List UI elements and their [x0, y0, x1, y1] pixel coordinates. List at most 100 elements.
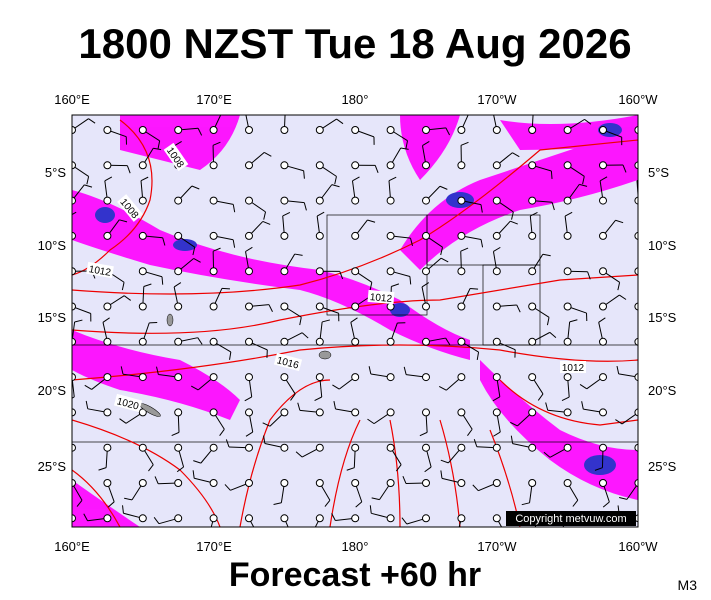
barb-station [634, 267, 638, 276]
barb-feather [154, 476, 159, 484]
barb-feather [120, 366, 124, 375]
barb-feather [492, 396, 501, 402]
barb-station [492, 161, 501, 170]
barb-station [351, 443, 360, 452]
barb-station [103, 479, 112, 487]
barb-station [563, 337, 572, 346]
barb-feather [197, 128, 203, 136]
bottom-lon-label: 170°W [477, 539, 517, 554]
barb-station [72, 126, 76, 134]
barb-station [563, 267, 572, 276]
barb-station [386, 161, 395, 170]
barb-feather [295, 451, 303, 458]
barb-station [280, 408, 289, 417]
barb-station [634, 231, 638, 240]
barb-feather [472, 484, 479, 492]
barb-station [138, 231, 147, 240]
barb-station [138, 443, 147, 452]
barb-station [174, 443, 183, 452]
barb-feather [297, 402, 301, 411]
barb-feather [400, 147, 409, 150]
left-lat-label: 15°S [38, 310, 67, 325]
barb-station [457, 337, 466, 346]
barb-feather [371, 497, 380, 501]
barb-feather [193, 460, 202, 464]
model-label: M3 [678, 577, 698, 593]
barb-feather [153, 147, 162, 151]
barb-feather [262, 220, 271, 225]
barb-feather [409, 276, 412, 285]
barb-station [386, 408, 395, 417]
barb-feather [123, 295, 131, 301]
barb-station [174, 231, 183, 240]
barb-station [209, 373, 218, 382]
barb-feather [232, 204, 236, 213]
barb-station [492, 126, 501, 134]
barb-station [103, 514, 112, 523]
barb-station [209, 161, 218, 170]
isobar-label-box [113, 393, 143, 413]
barb-station [351, 337, 360, 346]
barb-station [245, 408, 253, 417]
barb-feather [192, 247, 196, 256]
barb-station [422, 161, 430, 170]
barb-station [634, 443, 638, 452]
barb-feather [314, 396, 322, 402]
barb-feather [424, 466, 432, 473]
isobar-label-box [86, 261, 114, 279]
barb-station [174, 479, 183, 487]
barb-station [209, 408, 218, 417]
barb-station [563, 373, 572, 382]
barb-station [138, 479, 147, 487]
barb-feather [197, 337, 203, 345]
barb-station [209, 514, 218, 523]
barb-feather [191, 185, 200, 190]
barb-feather [405, 140, 408, 149]
barb-station [563, 161, 572, 170]
barb-station [351, 126, 360, 134]
barb-station [599, 161, 607, 170]
barb-station [315, 161, 324, 170]
barb-station [386, 337, 395, 346]
barb-station [599, 196, 607, 205]
barb-station [599, 302, 607, 311]
barb-station [599, 231, 607, 240]
copyright: Copyright metvuw.com [515, 513, 626, 525]
barb-station [492, 514, 501, 523]
barb-station [634, 373, 638, 382]
barb-feather [83, 513, 88, 521]
barb-feather [316, 211, 325, 217]
barb-feather [587, 271, 591, 280]
barb-station [280, 161, 289, 170]
footer: Forecast +60 hr [229, 556, 481, 594]
barb-station [315, 196, 324, 205]
barb-station [563, 408, 572, 417]
barb-feather [470, 287, 479, 290]
barb-station [245, 196, 253, 205]
barb-station [72, 337, 76, 346]
barb-station [457, 196, 466, 205]
barb-station [599, 479, 607, 487]
barb-station [315, 337, 324, 346]
barb-station [315, 267, 324, 276]
barb-feather [599, 176, 608, 182]
barb-station [138, 267, 147, 276]
barb-feather [422, 141, 430, 147]
barb-feather [264, 151, 272, 157]
barb-feather [157, 140, 161, 149]
barb-station [351, 302, 360, 311]
barb-station [422, 337, 430, 346]
barb-feather [74, 319, 83, 323]
barb-station [457, 373, 466, 382]
barb-feather [493, 246, 501, 252]
barb-station [315, 373, 324, 382]
barb-station [457, 267, 466, 276]
isobar-label: 1012 [86, 261, 114, 279]
barb-feather [367, 418, 375, 425]
barb-station [280, 373, 289, 382]
barb-station [245, 126, 253, 134]
barb-station [280, 267, 289, 276]
barb-station [386, 231, 395, 240]
barb-station [72, 443, 76, 452]
